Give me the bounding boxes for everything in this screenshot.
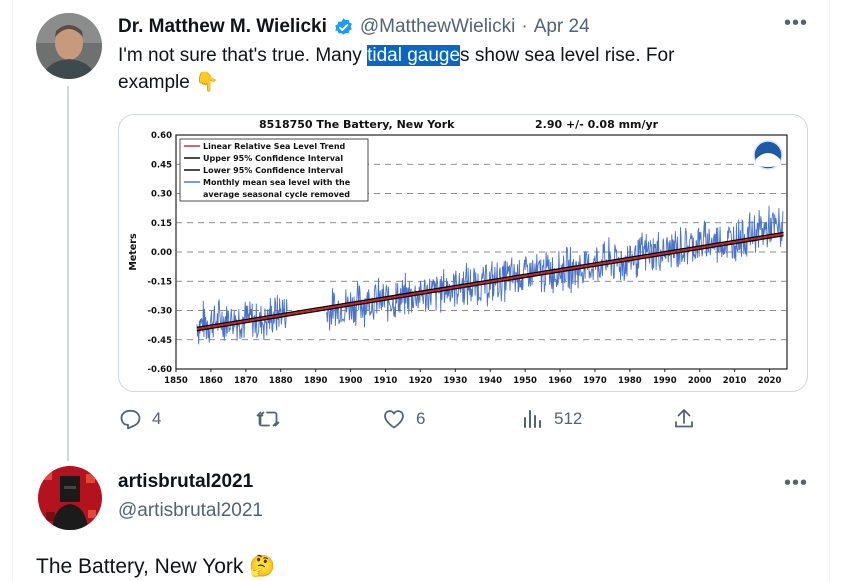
tweet-date[interactable]: Apr 24 [533,16,590,37]
heart-icon [384,410,404,429]
views-button[interactable]: 512 [520,407,582,431]
y-tick-label: 0.45 [151,160,172,170]
upper-confidence-line [196,231,784,329]
tweet2-header: artisbrutal2021 @artisbrutal2021 [118,471,263,522]
y-tick-label: 0.00 [151,248,172,258]
retweet-icon [256,411,280,427]
retweet-button[interactable] [256,407,290,431]
x-tick-label: 1970 [583,376,607,386]
views-icon [524,410,541,428]
x-tick-label: 1920 [409,376,433,386]
share-icon [675,409,693,428]
like-count: 6 [416,409,426,428]
y-tick-label: 0.30 [151,190,172,200]
x-tick-label: 1950 [513,376,537,386]
x-tick-label: 1980 [618,376,642,386]
y-tick-label: -0.15 [148,277,173,287]
legend-entry: Monthly mean sea level with the [203,178,351,187]
x-tick-label: 1910 [374,376,398,386]
x-tick-label: 2000 [688,376,712,386]
x-tick-label: 1960 [548,376,572,386]
avatar[interactable] [38,466,102,530]
reply-icon [120,409,141,430]
views-count: 512 [554,409,583,428]
legend-entry: Upper 95% Confidence Interval [203,154,343,163]
pointing-down-emoji: 👇 [195,72,219,93]
author-name[interactable]: Dr. Matthew M. Wielicki [118,16,327,37]
tweet-image-card[interactable]: 8518750 The Battery, New York 2.90 +/- 0.… [118,114,808,392]
x-tick-label: 1860 [199,376,223,386]
x-tick-label: 2020 [758,376,782,386]
legend-entry: average seasonal cycle removed [203,190,350,199]
x-tick-label: 1850 [164,376,188,386]
y-axis-label: Meters [128,233,139,271]
more-icon[interactable]: ••• [784,472,809,494]
x-tick-label: 2010 [723,376,747,386]
legend-entry: Lower 95% Confidence Interval [203,166,343,175]
selected-text: tidal gauge [367,45,461,66]
monthly-sea-level-series [325,205,784,331]
chart-title: 8518750 The Battery, New York [259,118,455,131]
tweet-text-part: s show sea level rise. For [460,45,675,66]
x-tick-label: 1900 [339,376,363,386]
tweet-text-part: The Battery, New York [36,555,244,578]
y-tick-label: 0.60 [151,131,172,141]
x-tick-label: 1870 [234,376,258,386]
x-tick-label: 1990 [653,376,677,386]
thinking-face-emoji: 🤔 [249,555,276,578]
tweet-actions: 4 6 512 [118,407,718,437]
chart-trend-label: 2.90 +/- 0.08 mm/yr [535,118,659,131]
tweet2-text: The Battery, New York 🤔 [36,553,275,580]
tweet-text-part: example [118,72,190,93]
y-tick-label: 0.15 [151,219,172,229]
reply-button[interactable]: 4 [118,407,161,431]
x-tick-label: 1890 [304,376,328,386]
reply-count: 4 [152,409,162,428]
legend-box [179,138,369,202]
more-icon[interactable]: ••• [784,12,809,34]
column-border-right [829,0,830,581]
monthly-sea-level-series [196,294,288,345]
trend-line [196,233,784,331]
author-handle[interactable]: @artisbrutal2021 [118,500,263,521]
separator: · [521,16,528,37]
avatar[interactable] [36,13,102,79]
like-button[interactable]: 6 [382,407,425,431]
author-name[interactable]: artisbrutal2021 [118,471,254,492]
y-tick-label: -0.60 [148,365,173,375]
thread-connector-line [67,86,69,461]
lower-confidence-line [196,234,784,332]
x-tick-label: 1880 [269,376,293,386]
tweet-text-part: I'm not sure that's true. Many [118,45,368,66]
y-tick-label: -0.45 [148,336,173,346]
verified-badge-icon [333,17,354,38]
column-border-left [12,0,13,581]
legend-entry: Linear Relative Sea Level Trend [203,142,346,151]
noaa-logo-wave [756,153,780,167]
author-handle[interactable]: @MatthewWielicki [359,16,516,37]
tweet-text: I'm not sure that's true. Many tidal gau… [118,42,798,96]
x-tick-label: 1930 [443,376,467,386]
sea-level-chart: 8518750 The Battery, New York 2.90 +/- 0.… [128,118,788,386]
share-button[interactable] [672,407,696,431]
y-tick-label: -0.30 [148,307,173,317]
x-tick-label: 1940 [478,376,502,386]
tweet-header: Dr. Matthew M. Wielicki @MatthewWielicki… [118,14,590,40]
